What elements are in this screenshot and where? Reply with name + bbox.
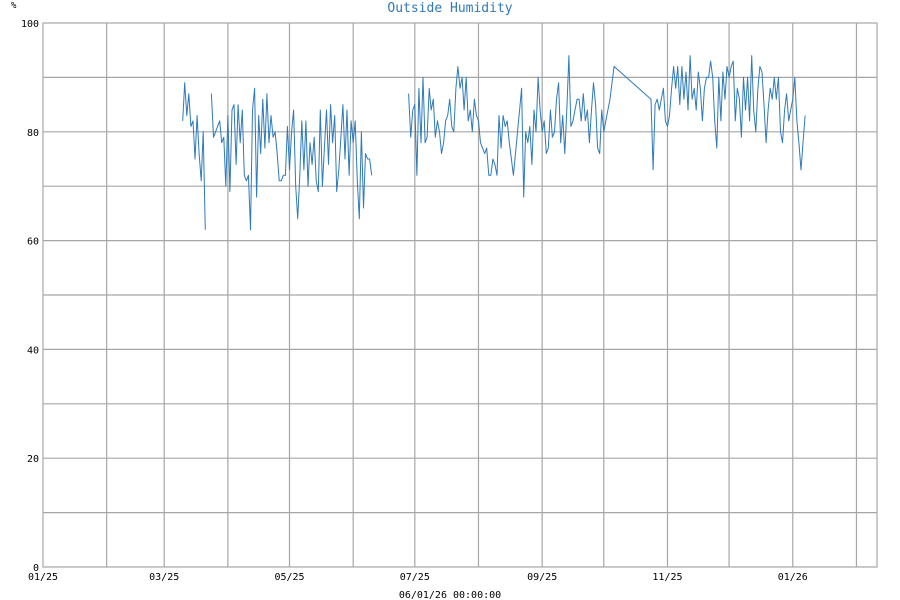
tick-labels: 0 20 40 60 80 100 01/25 03/25 05/25 07/25 09/25 11/… xyxy=(21,19,808,583)
y-tick-label: 20 xyxy=(27,454,39,465)
humidity-series-line xyxy=(210,87,373,231)
x-tick-label: 05/25 xyxy=(274,572,304,583)
x-tick-label: 01/26 xyxy=(778,572,808,583)
series-group xyxy=(182,55,806,231)
chart-footer-timestamp: 06/01/26 00:00:00 xyxy=(399,590,501,600)
y-axis-unit-label: % xyxy=(11,1,17,11)
humidity-series-line xyxy=(408,55,806,198)
x-tick-label: 07/25 xyxy=(400,572,430,583)
chart-title: Outside Humidity xyxy=(387,1,512,16)
grid-lines xyxy=(43,23,877,567)
x-tick-label: 01/25 xyxy=(28,572,58,583)
y-tick-label: 60 xyxy=(27,237,39,248)
x-tick-label: 03/25 xyxy=(149,572,179,583)
y-tick-label: 40 xyxy=(27,345,39,356)
y-tick-label: 0 xyxy=(33,563,39,574)
x-tick-label: 11/25 xyxy=(652,572,682,583)
plot-frame xyxy=(42,22,878,568)
y-tick-label: 100 xyxy=(21,19,39,30)
x-tick-label: 09/25 xyxy=(527,572,557,583)
y-tick-label: 80 xyxy=(27,128,39,139)
humidity-series-line xyxy=(182,82,206,230)
